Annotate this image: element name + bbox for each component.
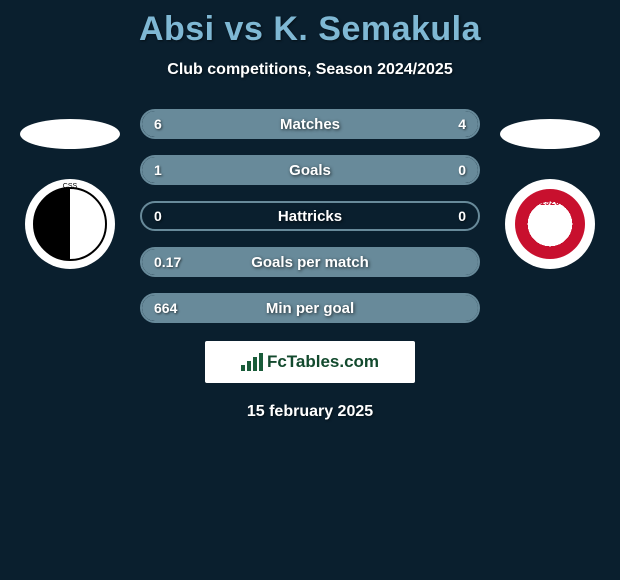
stat-row-mpg: 664 Min per goal — [140, 293, 480, 323]
left-player-col — [20, 109, 120, 269]
stat-label: Min per goal — [266, 300, 354, 317]
stat-bar-right — [428, 157, 478, 183]
stat-value-left: 0 — [154, 208, 162, 224]
content-row: 6 Matches 4 1 Goals 0 0 Hattricks 0 — [0, 109, 620, 323]
barchart-icon — [241, 353, 263, 371]
stat-label: Matches — [280, 116, 340, 133]
left-ellipse — [20, 119, 120, 149]
stat-label: Goals per match — [251, 254, 369, 271]
page-title: Absi vs K. Semakula — [139, 10, 481, 49]
stat-value-right: 0 — [458, 162, 466, 178]
left-club-badge — [25, 179, 115, 269]
infographic-container: Absi vs K. Semakula Club competitions, S… — [0, 0, 620, 421]
right-player-col — [500, 109, 600, 269]
stat-label: Hattricks — [278, 208, 342, 225]
stat-row-gpm: 0.17 Goals per match — [140, 247, 480, 277]
branding-box[interactable]: FcTables.com — [205, 341, 415, 383]
stat-value-left: 0.17 — [154, 254, 181, 270]
stat-value-left: 6 — [154, 116, 162, 132]
stat-row-hattricks: 0 Hattricks 0 — [140, 201, 480, 231]
stats-column: 6 Matches 4 1 Goals 0 0 Hattricks 0 — [140, 109, 480, 323]
stat-bar-left — [142, 157, 428, 183]
stat-label: Goals — [289, 162, 331, 179]
stat-value-left: 1 — [154, 162, 162, 178]
stat-value-right: 0 — [458, 208, 466, 224]
branding-text: FcTables.com — [267, 352, 379, 372]
right-club-badge — [505, 179, 595, 269]
stat-value-right: 4 — [458, 116, 466, 132]
stat-row-matches: 6 Matches 4 — [140, 109, 480, 139]
stat-value-left: 664 — [154, 300, 177, 316]
date-text: 15 february 2025 — [247, 403, 373, 421]
page-subtitle: Club competitions, Season 2024/2025 — [167, 61, 452, 79]
right-ellipse — [500, 119, 600, 149]
stat-row-goals: 1 Goals 0 — [140, 155, 480, 185]
